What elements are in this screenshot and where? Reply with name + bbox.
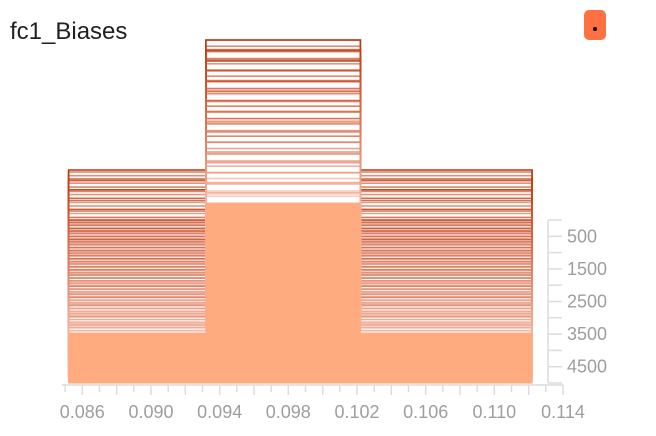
x-tick-label: 0.098 xyxy=(266,402,311,422)
y-axis: 500 1500 2500 3500 4500 xyxy=(547,219,607,384)
x-tick-label: 0.090 xyxy=(128,402,173,422)
y-tick-label: 500 xyxy=(567,226,597,246)
x-tick-label: 0.114 xyxy=(541,402,585,422)
histogram-ridges xyxy=(67,39,533,384)
series-color-button[interactable] xyxy=(584,10,606,40)
histogram-slice xyxy=(68,203,533,384)
y-tick-label: 2500 xyxy=(567,292,607,312)
y-tick-label: 4500 xyxy=(567,357,607,377)
x-tick-label: 0.106 xyxy=(403,402,448,422)
x-axis: 0.086 0.090 0.094 0.098 0.102 0.106 0.110 0.114 xyxy=(60,384,585,422)
dot-icon xyxy=(593,27,597,31)
y-tick-label: 1500 xyxy=(567,259,607,279)
chart-title: fc1_Biases xyxy=(10,18,128,45)
x-tick-label: 0.094 xyxy=(197,402,242,422)
x-tick-label: 0.086 xyxy=(60,402,105,422)
y-tick-label: 3500 xyxy=(567,324,607,344)
x-tick-label: 0.102 xyxy=(334,402,379,422)
x-tick-label: 0.110 xyxy=(472,402,516,422)
